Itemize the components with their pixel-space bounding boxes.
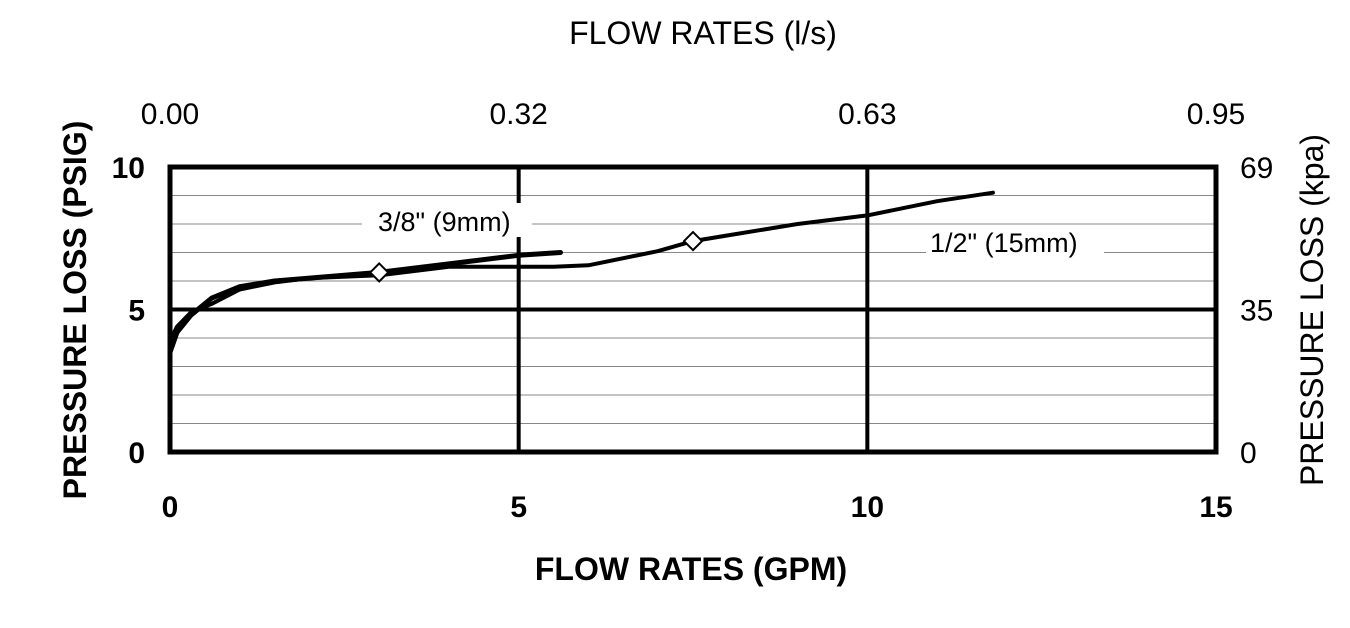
x2-tick-label: 0.95 — [1187, 98, 1245, 131]
top-axis-title: FLOW RATES (l/s) — [569, 15, 837, 51]
series-layer — [167, 190, 995, 355]
x2-tick-label: 0.32 — [489, 98, 547, 131]
series-marker-0 — [368, 262, 390, 283]
tick-labels: 0 5 10 15 0.00 0.32 0.63 0.95 0 5 10 0 35 69 — [112, 98, 1274, 524]
x-tick-label: 15 — [1199, 491, 1232, 524]
x2-tick-label: 0.63 — [838, 98, 896, 131]
series-line-1 — [168, 190, 995, 343]
marker-layer — [368, 230, 704, 283]
plot-border — [167, 164, 1219, 455]
y-tick-label: 0 — [128, 437, 145, 470]
series-label-bg-1-2 — [926, 226, 1104, 260]
y2-tick-label: 69 — [1240, 152, 1273, 185]
y-tick-label: 5 — [128, 295, 145, 328]
grid — [170, 195, 1216, 424]
y-tick-label: 10 — [112, 152, 145, 185]
x2-tick-label: 0.00 — [141, 98, 199, 131]
bottom-axis-title: FLOW RATES (GPM) — [535, 551, 847, 587]
y2-tick-label: 0 — [1240, 437, 1257, 470]
series-marker-1 — [682, 230, 704, 252]
series-label-bg-3-8 — [362, 203, 532, 237]
x-tick-label: 10 — [851, 491, 884, 524]
series-label-1-2: 1/2" (15mm) — [930, 228, 1078, 258]
plot-frame — [167, 164, 1219, 455]
left-axis-title: PRESSURE LOSS (PSIG) — [57, 121, 93, 500]
series-label-3-8: 3/8" (9mm) — [378, 207, 511, 237]
x-tick-label: 5 — [510, 491, 527, 524]
x-tick-label: 0 — [162, 491, 179, 524]
y2-tick-label: 35 — [1240, 295, 1273, 328]
right-axis-title: PRESSURE LOSS (kpa) — [1294, 134, 1330, 486]
